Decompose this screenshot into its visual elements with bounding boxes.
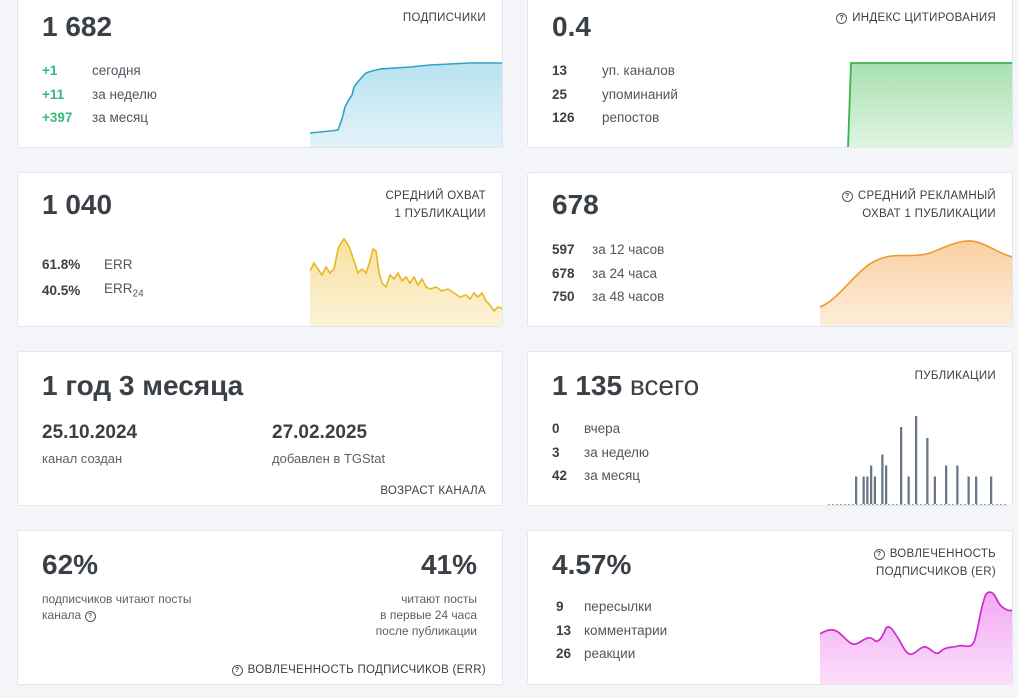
- er-card[interactable]: 4.57% ? ВОВЛЕЧЕННОСТЬ ПОДПИСЧИКОВ (ER) 9 пе…: [527, 530, 1013, 685]
- stat-row: 750 за 48 часов: [552, 289, 665, 305]
- err-left-text: подписчиков читают посты канала ?: [42, 592, 192, 622]
- added-label: добавлен в TGStat: [272, 451, 386, 466]
- ad-reach-label: ? СРЕДНИЙ РЕКЛАМНЫЙ ОХВАТ 1 ПУБЛИКАЦИИ: [841, 187, 996, 223]
- created-label: канал создан: [42, 451, 123, 466]
- ad-reach-sparkline: [820, 240, 1012, 326]
- created-date: 25.10.2024: [42, 422, 138, 443]
- reach-stats: 61.8% ERR 40.5% ERR24: [42, 251, 144, 303]
- question-icon[interactable]: ?: [873, 549, 885, 560]
- subscribers-value: 1 682: [42, 11, 113, 42]
- publications-card[interactable]: 1 135 всего ПУБЛИКАЦИИ 0 вчера 3 за неделю…: [527, 351, 1013, 506]
- publication-bar: [862, 476, 865, 504]
- stat-row: +11 за неделю: [42, 86, 158, 102]
- publications-label: ПУБЛИКАЦИИ: [914, 370, 996, 382]
- citation-value: 0.4: [552, 11, 591, 42]
- publication-bar: [945, 465, 948, 504]
- err-right-text: читают посты в первые 24 часа после публик…: [375, 592, 477, 638]
- reach-card[interactable]: 1 040 СРЕДНИЙ ОХВАТ 1 ПУБЛИКАЦИИ 61.8% ERR…: [17, 172, 503, 327]
- stat-row: +1 сегодня: [42, 63, 141, 79]
- channel-age-value: 1 год 3 месяца: [42, 370, 244, 401]
- question-icon[interactable]: ?: [841, 191, 853, 202]
- stat-row: 42 за месяц: [552, 468, 641, 484]
- subscribers-stats: +1 сегодня +11 за неделю +397 за месяц: [42, 59, 157, 130]
- question-icon[interactable]: ?: [231, 665, 243, 676]
- channel-age-label: ВОЗРАСТ КАНАЛА: [380, 485, 486, 497]
- reach-sparkline: [310, 237, 502, 326]
- err-card[interactable]: 62% подписчиков читают посты канала ? 41%…: [17, 530, 503, 685]
- publication-bar: [926, 438, 929, 504]
- err-label: ? ВОВЛЕЧЕННОСТЬ ПОДПИСЧИКОВ (ERR): [231, 661, 486, 679]
- ad-reach-stats: 597 за 12 часов 678 за 24 часа 750 за 48 ча…: [552, 238, 664, 309]
- stat-row: 597 за 12 часов: [552, 242, 665, 258]
- stat-row: 126 репостов: [552, 110, 660, 126]
- publications-stats: 0 вчера 3 за неделю 42 за месяц: [552, 417, 649, 488]
- stat-row: 25 упоминаний: [552, 86, 678, 102]
- added-date: 27.02.2025: [272, 422, 368, 443]
- ad-reach-card[interactable]: 678 ? СРЕДНИЙ РЕКЛАМНЫЙ ОХВАТ 1 ПУБЛИКАЦИИ…: [527, 172, 1013, 327]
- citation-stats: 13 уп. каналов 25 упоминаний 126 репостов: [552, 59, 678, 130]
- publications-bar-chart: [828, 416, 1008, 505]
- stat-row: 3 за неделю: [552, 444, 650, 460]
- subscribers-sparkline: [310, 62, 502, 147]
- publication-bar: [915, 416, 918, 504]
- question-icon[interactable]: ?: [84, 611, 96, 622]
- stat-row: 13 уп. каналов: [552, 63, 675, 79]
- err-left-value: 62%: [42, 549, 99, 580]
- stat-row: 9 пересылки: [556, 599, 652, 615]
- subscribers-card[interactable]: 1 682 ПОДПИСЧИКИ +1 сегодня +11 за неделю …: [17, 0, 503, 148]
- publication-bar: [900, 427, 903, 504]
- er-value: 4.57%: [552, 549, 632, 580]
- reach-label: СРЕДНИЙ ОХВАТ 1 ПУБЛИКАЦИИ: [385, 190, 486, 220]
- publication-bar: [881, 454, 884, 504]
- er-label: ? ВОВЛЕЧЕННОСТЬ ПОДПИСЧИКОВ (ER): [873, 545, 996, 581]
- publication-bar: [870, 465, 873, 504]
- publication-bar: [885, 465, 888, 504]
- citation-sparkline: [847, 62, 1012, 147]
- er-sparkline: [820, 591, 1012, 684]
- publication-bar: [956, 465, 959, 504]
- stat-row: 678 за 24 часа: [552, 265, 658, 281]
- publication-bar: [873, 476, 876, 504]
- publication-bar: [975, 476, 978, 504]
- stat-row: +397 за месяц: [42, 110, 149, 126]
- stat-row: 26 реакции: [556, 646, 636, 662]
- publication-bar: [866, 476, 869, 504]
- citation-label: ? ИНДЕКС ЦИТИРОВАНИЯ: [836, 9, 996, 27]
- publications-value: 1 135 всего: [552, 370, 700, 401]
- er-stats: 9 пересылки 13 комментарии 26 реакции: [556, 595, 667, 666]
- publication-bar: [907, 476, 910, 504]
- stat-row: 0 вчера: [552, 421, 621, 437]
- question-icon[interactable]: ?: [836, 13, 848, 24]
- publication-bar: [855, 476, 858, 504]
- stat-row: 13 комментарии: [556, 622, 668, 638]
- channel-age-card[interactable]: 1 год 3 месяца 25.10.2024 канал создан 2…: [17, 351, 503, 506]
- subscribers-label: ПОДПИСЧИКИ: [402, 12, 486, 24]
- stat-row: 40.5% ERR24: [42, 280, 144, 300]
- stat-row: 61.8% ERR: [42, 256, 133, 272]
- citation-card[interactable]: 0.4 ? ИНДЕКС ЦИТИРОВАНИЯ 13 уп. каналов 25…: [527, 0, 1013, 148]
- err-right-value: 41%: [420, 549, 477, 580]
- reach-value: 1 040: [42, 189, 113, 220]
- ad-reach-value: 678: [552, 189, 599, 220]
- publication-bar: [990, 476, 993, 504]
- publication-bar: [967, 476, 970, 504]
- publication-bar: [933, 476, 936, 504]
